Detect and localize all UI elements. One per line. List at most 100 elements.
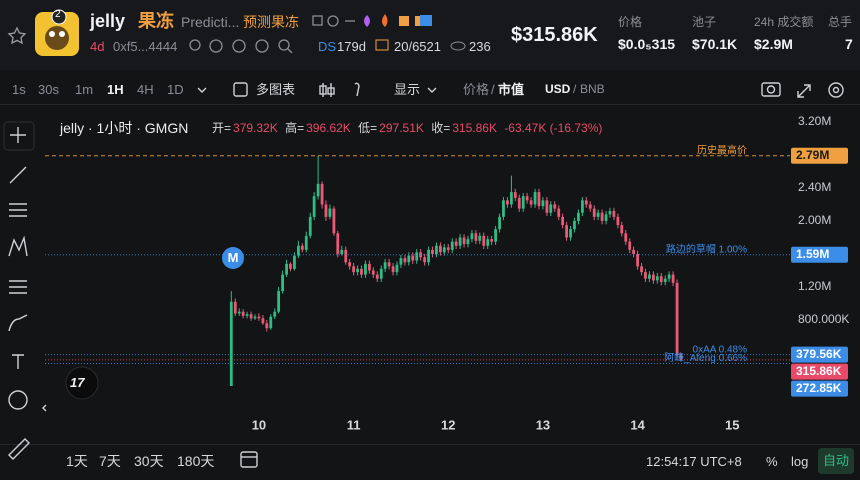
- divider: [0, 444, 860, 445]
- candle-body: [549, 204, 553, 213]
- price-tag: [791, 346, 848, 363]
- graphic: [189, 39, 201, 51]
- graphic: [354, 82, 360, 97]
- candle-body: [596, 212, 600, 217]
- auto-toggle[interactable]: 自动: [823, 453, 850, 468]
- graphic: [797, 84, 811, 98]
- candle-body: [561, 216, 565, 226]
- stat-value: 7: [845, 36, 853, 52]
- price-mode[interactable]: 价格: [463, 82, 490, 97]
- candle-body: [517, 197, 521, 209]
- range[interactable]: 180天: [177, 453, 215, 469]
- interval-active[interactable]: 1H: [107, 82, 124, 97]
- stat-value: $0.0₅315: [618, 36, 676, 52]
- address[interactable]: 0xf5...4444: [113, 39, 178, 54]
- log-toggle[interactable]: log: [791, 454, 809, 469]
- candle-body: [297, 245, 300, 256]
- graphic: [319, 85, 327, 95]
- candle-body: [249, 314, 253, 319]
- y-tick-label: 2.40M: [798, 180, 831, 194]
- auto-button-bg[interactable]: [818, 448, 854, 474]
- price-tag: [791, 380, 848, 397]
- candle-body: [616, 216, 620, 226]
- price-tag-label: 272.85K: [796, 381, 842, 395]
- candle-body: [573, 220, 576, 230]
- currency[interactable]: BNB: [580, 82, 605, 96]
- separator: /: [491, 82, 495, 97]
- graphic: [189, 15, 355, 54]
- x-tick-label: 14: [630, 417, 645, 432]
- candle-body: [541, 200, 545, 207]
- tool-active[interactable]: [3, 121, 35, 151]
- graphic: [209, 39, 223, 53]
- legend-label: 高=: [285, 121, 305, 135]
- candle-body: [348, 262, 352, 267]
- display[interactable]: 显示: [394, 82, 421, 97]
- interval[interactable]: 1m: [75, 82, 94, 97]
- views: 236: [469, 39, 491, 54]
- candle-body: [644, 272, 647, 279]
- graphic: [9, 280, 27, 294]
- header-bg: [0, 0, 860, 70]
- graphic: [49, 31, 55, 37]
- candle-body: [537, 192, 541, 207]
- star-icon[interactable]: [7, 26, 27, 45]
- candle-body: [344, 249, 348, 263]
- price-line-name: 阿峰_Afeng 0.66%: [664, 352, 747, 364]
- candle-body: [655, 276, 659, 281]
- candle-body: [671, 274, 675, 283]
- graphic: [375, 39, 389, 51]
- graphic: [9, 166, 27, 184]
- interval[interactable]: 4H: [137, 82, 154, 97]
- graphic: [8, 390, 28, 410]
- graphic: [8, 314, 28, 332]
- candle-body: [584, 200, 588, 205]
- candle-body: [277, 291, 281, 312]
- interval[interactable]: 1D: [167, 82, 184, 97]
- graphic: [197, 87, 207, 93]
- price-line-name: 0xAA 0.48%: [693, 344, 748, 355]
- interval[interactable]: 30s: [38, 82, 59, 97]
- candle-body: [640, 266, 643, 273]
- multi-chart[interactable]: 多图表: [256, 82, 296, 97]
- candle-body: [407, 255, 411, 263]
- candle-body: [383, 262, 387, 269]
- range[interactable]: 7天: [99, 453, 121, 469]
- graphic: [382, 14, 388, 27]
- price-tag-label: 2.79M: [796, 148, 829, 162]
- graphic: [51, 9, 67, 25]
- currency[interactable]: USD: [545, 82, 571, 96]
- graphic: [832, 86, 840, 94]
- candle-body: [466, 239, 470, 245]
- candle-body: [569, 229, 572, 238]
- candle-body: [423, 257, 426, 263]
- market-cap: $315.86K: [511, 24, 598, 46]
- candle-body: [446, 247, 450, 250]
- candle-body: [659, 276, 663, 283]
- percent-toggle[interactable]: %: [766, 454, 778, 469]
- range[interactable]: 1天: [66, 453, 88, 469]
- price-tag-label: 315.86K: [796, 364, 842, 378]
- graphic: [761, 82, 781, 97]
- legend-value: 315.86K: [452, 121, 497, 135]
- candle-body: [450, 241, 454, 250]
- range[interactable]: 30天: [134, 453, 164, 469]
- graphic: [420, 15, 432, 26]
- candle-body: [395, 264, 399, 273]
- candle-body: [498, 216, 501, 230]
- graphic: [8, 235, 28, 257]
- candle-body: [261, 318, 265, 324]
- candle-body: [490, 239, 494, 242]
- candle-body: [320, 183, 324, 205]
- candle-body: [304, 235, 308, 250]
- mcap-mode[interactable]: 市值: [498, 82, 525, 97]
- candle-body: [379, 268, 383, 279]
- graphic: [364, 15, 370, 27]
- candle-body: [553, 204, 557, 209]
- graphic: [8, 82, 844, 468]
- candle-body: [513, 192, 517, 198]
- interval[interactable]: 1s: [12, 82, 26, 97]
- graphic: [10, 127, 26, 143]
- candle-body: [679, 354, 683, 360]
- marker[interactable]: M: [222, 247, 244, 269]
